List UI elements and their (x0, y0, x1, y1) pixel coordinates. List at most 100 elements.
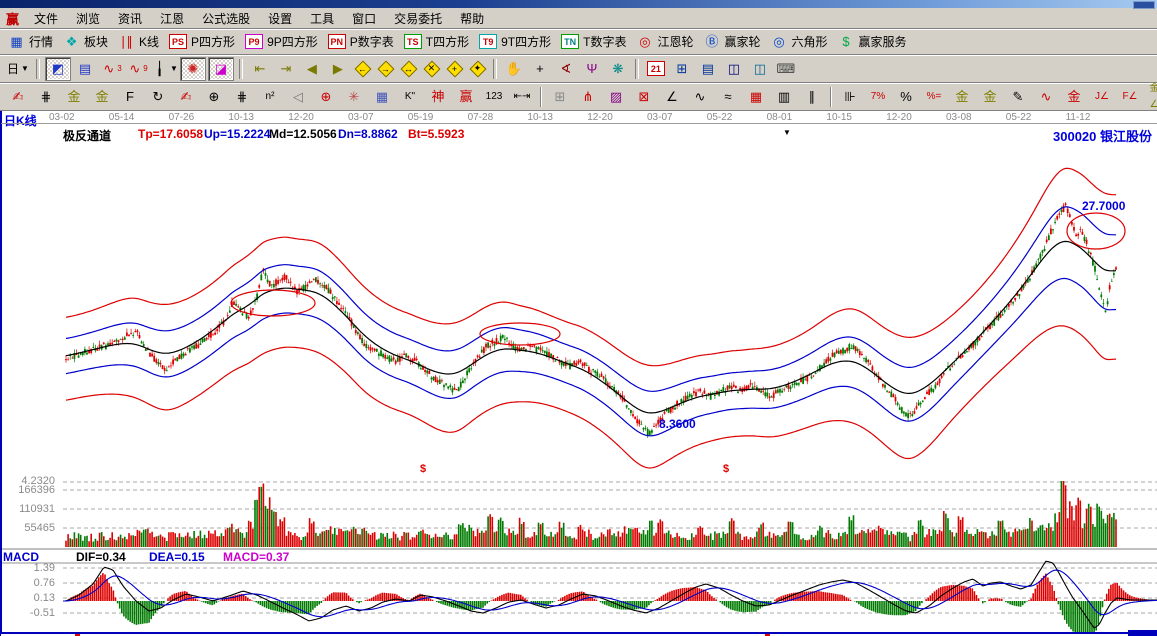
menu-1[interactable]: 浏览 (76, 11, 101, 26)
prev-bar-button[interactable]: ◀ (300, 58, 324, 80)
pencil-note-tool-button[interactable]: ✎ (1005, 86, 1031, 108)
compress-button[interactable]: ✕ (423, 60, 441, 78)
chart-style-toggle-button[interactable]: ◩ (45, 56, 71, 81)
gold-angle-tool-button[interactable]: 金∠ (1145, 83, 1157, 110)
shift-left-button[interactable]: ← (354, 60, 372, 78)
menu-3[interactable]: 江恩 (160, 11, 185, 26)
brush-tool-button[interactable]: ✍ (173, 86, 199, 108)
pan-hand-button[interactable]: ✋ (502, 58, 526, 80)
date-tick-16: 05-22 (1005, 112, 1032, 123)
titlebar-button[interactable] (1133, 1, 1155, 9)
first-bar-button[interactable]: ⇤ (248, 58, 272, 80)
percent-tool-button[interactable]: % (893, 86, 919, 108)
gold-division-tool-button[interactable]: 金 (61, 86, 87, 108)
chart-area[interactable]: 日K线 300020 银江股份 ▼ 03-02 05-14 07-26 10-13 12… (0, 111, 1157, 636)
9p-square-button[interactable]: P9 9P四方形 (241, 32, 324, 51)
kline-canvas[interactable] (1, 111, 1157, 636)
seven-percent-tool-button[interactable]: 7% (865, 86, 891, 108)
window-grid-tool-button[interactable]: ⊞ (547, 86, 573, 108)
star-rays-tool-button[interactable]: ✳ (341, 86, 367, 108)
9t-square-button[interactable]: T9 9T四方形 (475, 32, 557, 51)
menu-9[interactable]: 帮助 (460, 11, 485, 26)
period-day-dropdown[interactable]: 日 ▼ (5, 58, 31, 80)
black-grid-tool-button[interactable]: ▥ (771, 86, 797, 108)
menu-6[interactable]: 工具 (310, 11, 335, 26)
parallel-lines-tool-button[interactable]: ∥ (799, 86, 825, 108)
bar-pattern-tool-button[interactable]: ⊪ (837, 86, 863, 108)
percent-lines-tool-button[interactable]: %= (921, 86, 947, 108)
time-division-tool-button[interactable]: ⋕ (229, 86, 255, 108)
zoom-in-button[interactable]: + (446, 60, 464, 78)
quotes-button[interactable]: ▦ 行情 (4, 32, 59, 51)
next-bar-button[interactable]: ▶ (326, 58, 350, 80)
gold-division-tool-2-button[interactable]: 金 (89, 86, 115, 108)
gann-wheel-button[interactable]: ◎ 江恩轮 (632, 32, 699, 51)
shift-right-button[interactable]: → (377, 60, 395, 78)
zoom-out-button[interactable]: ✦ (469, 60, 487, 78)
red-grid-tool-button[interactable]: ▦ (743, 86, 769, 108)
notepad-button[interactable]: ▤ (696, 58, 720, 80)
window-titlebar[interactable] (0, 0, 1157, 9)
box-x-tool-button[interactable]: ⊠ (631, 86, 657, 108)
gold-lines-red-tool-button[interactable]: 金 (1061, 86, 1087, 108)
menu-0[interactable]: 文件 (34, 11, 59, 26)
gold-division-tool-2-icon: 金 (95, 88, 109, 104)
square-of-nine-tool-button[interactable]: n² (257, 86, 283, 108)
circle-division-tool-button[interactable]: ⊕ (201, 86, 227, 108)
shen-grid-tool-button[interactable]: 神 (425, 86, 451, 108)
angle-measure-button[interactable]: ∢ (554, 58, 578, 80)
save-floppy-button[interactable]: ◫ (722, 58, 746, 80)
calculator-button[interactable]: ⊞ (670, 58, 694, 80)
gold-lines-tool-button[interactable]: 金 (977, 86, 1003, 108)
compass-tool-button[interactable]: ⊕ (313, 86, 339, 108)
angle-flag-tool-button[interactable]: ◁ (285, 86, 311, 108)
pen-tool-button[interactable]: ✍ (5, 86, 31, 108)
save-web-button[interactable]: ◫ (748, 58, 772, 80)
ying-grid-tool-button[interactable]: 赢 (453, 86, 479, 108)
t-square-button[interactable]: TS T四方形 (400, 32, 475, 51)
p-square-button[interactable]: PS P四方形 (165, 32, 241, 51)
last-bar-button[interactable]: ⇥ (274, 58, 298, 80)
menu-4[interactable]: 公式选股 (202, 11, 251, 26)
menu-5[interactable]: 设置 (268, 11, 293, 26)
fan-lines-tool-button[interactable]: ⋔ (575, 86, 601, 108)
gann-measure-button[interactable]: Ψ (580, 58, 604, 80)
ruler-123-tool-button[interactable]: 123 (481, 86, 507, 108)
winner-service-button[interactable]: $ 赢家服务 (834, 32, 913, 51)
crosshair-button[interactable]: + (528, 58, 552, 80)
kline-button[interactable]: ∣∥ K线 (114, 32, 165, 51)
f-angle-tool-button[interactable]: F∠ (1117, 86, 1143, 108)
fibonacci-division-tool-button[interactable]: F (117, 86, 143, 108)
gold-circle-tool-button[interactable]: 金 (949, 86, 975, 108)
span-measure-tool-button[interactable]: ⇤⇥ (509, 86, 535, 108)
t-number-table-button[interactable]: TN T数字表 (557, 32, 632, 51)
wave-tool-button[interactable]: ∿ (687, 86, 713, 108)
angle-set-tool-button[interactable]: ∠ (659, 86, 685, 108)
expand-horizontal-button[interactable]: ↔ (400, 60, 418, 78)
menu-7[interactable]: 窗口 (352, 11, 377, 26)
wave-grid-tool-button[interactable]: ∿ (1033, 86, 1059, 108)
calendar-button[interactable]: 21 (644, 58, 668, 80)
pattern-star-toggle-button[interactable]: ✺ (179, 56, 206, 81)
color-chart-toggle-button[interactable]: ◪ (207, 56, 234, 81)
menu-2[interactable]: 资讯 (118, 11, 143, 26)
sectors-button[interactable]: ❖ 板块 (59, 32, 114, 51)
double-wave-tool-button[interactable]: ≈ (715, 86, 741, 108)
p-number-table-button[interactable]: PN P数字表 (324, 32, 400, 51)
k-notation-tool-button[interactable]: K" (397, 86, 423, 108)
wave-9-tool-button[interactable]: ∿ 9 (125, 58, 149, 80)
j-angle-tool-button[interactable]: J∠ (1089, 86, 1115, 108)
wave-3-tool-button[interactable]: ∿ 3 (99, 58, 123, 80)
candle-type-dropdown-button[interactable]: ╽ ▼ (151, 58, 178, 80)
fan-box-tool-button[interactable]: ▨ (603, 86, 629, 108)
hexagon-button[interactable]: ◎ 六角形 (767, 32, 834, 51)
winner-wheel-button[interactable]: Ⓑ 赢家轮 (699, 32, 766, 51)
winner-service-icon: $ (842, 33, 850, 49)
info-panel-button[interactable]: ▤ (73, 58, 97, 80)
grid-star-tool-button[interactable]: ▦ (369, 86, 395, 108)
menu-8[interactable]: 交易委托 (394, 11, 443, 26)
spiral-tool-button[interactable]: ↻ (145, 86, 171, 108)
grid-division-tool-button[interactable]: ⋕ (33, 86, 59, 108)
maze-tool-button[interactable]: ❋ (606, 58, 630, 80)
terminal-button[interactable]: ⌨ (774, 58, 798, 80)
